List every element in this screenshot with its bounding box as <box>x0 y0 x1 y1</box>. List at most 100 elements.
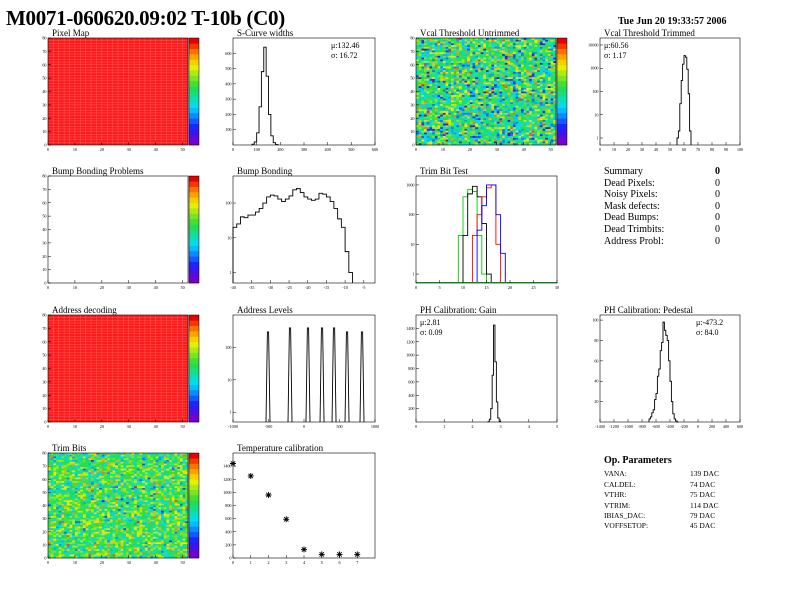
heatmap-cell <box>504 80 508 83</box>
heatmap-cell <box>88 526 92 529</box>
heatmap-cell <box>421 38 425 41</box>
heatmap-cell <box>418 95 422 98</box>
heatmap-cell <box>440 41 444 44</box>
heatmap-cell <box>526 128 530 132</box>
heatmap-cell <box>464 84 468 87</box>
heatmap-cell <box>434 64 438 67</box>
heatmap-cell <box>85 461 89 464</box>
heatmap-cell <box>502 112 506 115</box>
heatmap-cell <box>550 66 554 69</box>
heatmap-cell <box>91 517 95 520</box>
heatmap-cell <box>48 540 51 543</box>
heatmap-cell <box>448 73 452 76</box>
heatmap-cell <box>488 128 492 132</box>
x-tick-label: 200 <box>277 147 283 152</box>
heatmap-cell <box>85 510 89 513</box>
heatmap-cell <box>80 503 84 506</box>
heatmap-cell <box>459 118 463 121</box>
heatmap-cell <box>542 107 546 110</box>
heatmap-cell <box>510 105 514 108</box>
heatmap-cell <box>496 118 500 121</box>
heatmap-cell <box>101 514 105 517</box>
colorbar-segment <box>189 139 199 146</box>
heatmap-cell <box>486 96 489 99</box>
heatmap-cell <box>416 86 419 89</box>
heatmap-cell <box>537 103 541 107</box>
heatmap-cell <box>456 39 460 42</box>
heatmap-cell <box>434 73 438 76</box>
heatmap-cell <box>80 479 84 482</box>
heatmap-cell <box>475 75 479 78</box>
heatmap-cell <box>64 516 68 519</box>
x-tick-label: 0 <box>697 424 699 429</box>
heatmap-cell <box>426 89 430 92</box>
heatmap-cell <box>437 132 441 135</box>
heatmap-cell <box>475 52 479 55</box>
heatmap-cell <box>96 468 100 471</box>
heatmap-cell <box>480 84 484 87</box>
heatmap-cell <box>472 96 476 99</box>
heatmap-cell <box>531 114 535 117</box>
x-tick-label: 40 <box>154 147 158 152</box>
x-tick-label: 200 <box>709 424 715 429</box>
heatmap-cell <box>547 128 551 132</box>
heatmap-cell <box>93 503 97 506</box>
colorbar-segment <box>557 96 567 103</box>
heatmap-cell <box>91 551 95 554</box>
heatmap-cell <box>553 116 557 119</box>
heatmap-cell <box>491 136 495 139</box>
heatmap-cell <box>440 61 444 64</box>
heatmap-cell <box>472 55 476 58</box>
heatmap-cell <box>539 55 543 58</box>
panel-title: Trim Bits <box>52 443 87 453</box>
heatmap-cell <box>451 141 454 144</box>
heatmap-cell <box>77 474 81 477</box>
heatmap-cell <box>480 68 484 71</box>
heatmap-cell <box>496 80 500 83</box>
heatmap-cell <box>99 465 103 468</box>
heatmap-cell <box>99 498 103 501</box>
heatmap-cell <box>437 79 441 82</box>
heatmap-cell <box>510 48 514 51</box>
heatmap-cell <box>547 80 551 83</box>
heatmap-cell <box>418 73 422 76</box>
heatmap-cell <box>507 128 511 132</box>
heatmap-cell <box>472 87 476 91</box>
heatmap-cell <box>483 112 487 115</box>
heatmap-cell <box>456 50 460 53</box>
heatmap-cell <box>74 474 78 477</box>
heatmap-cell <box>72 537 76 540</box>
heatmap-cell <box>504 38 508 41</box>
heatmap-cell <box>48 528 51 531</box>
heatmap-cell <box>64 514 68 517</box>
heatmap-cell <box>534 120 538 123</box>
heatmap-cell <box>494 96 498 99</box>
heatmap-cell <box>534 57 538 60</box>
heatmap-cell <box>461 100 465 103</box>
heatmap-cell <box>93 475 97 478</box>
heatmap-cell <box>77 491 81 494</box>
heatmap-cell <box>432 91 436 94</box>
heatmap-cell <box>85 551 89 554</box>
heatmap-cell <box>96 512 100 515</box>
heatmap-cell <box>93 474 97 477</box>
heatmap-cell <box>456 54 460 57</box>
heatmap-cell <box>526 57 530 60</box>
heatmap-cell <box>99 453 103 456</box>
heatmap-cell <box>432 82 436 85</box>
heatmap-cell <box>77 470 81 473</box>
heatmap-cell <box>83 533 86 536</box>
heatmap-cell <box>496 43 500 46</box>
heatmap-cell <box>512 48 516 51</box>
heatmap-cell <box>56 512 60 515</box>
heatmap-cell <box>429 130 433 133</box>
heatmap-cell <box>48 514 51 517</box>
heatmap-cell <box>469 86 473 89</box>
heatmap-cell <box>91 542 95 545</box>
heatmap-cell <box>488 143 492 146</box>
heatmap-cell <box>453 80 457 83</box>
heatmap-cell <box>456 141 460 144</box>
heatmap-cell <box>510 77 514 80</box>
heatmap-cell <box>80 484 84 487</box>
